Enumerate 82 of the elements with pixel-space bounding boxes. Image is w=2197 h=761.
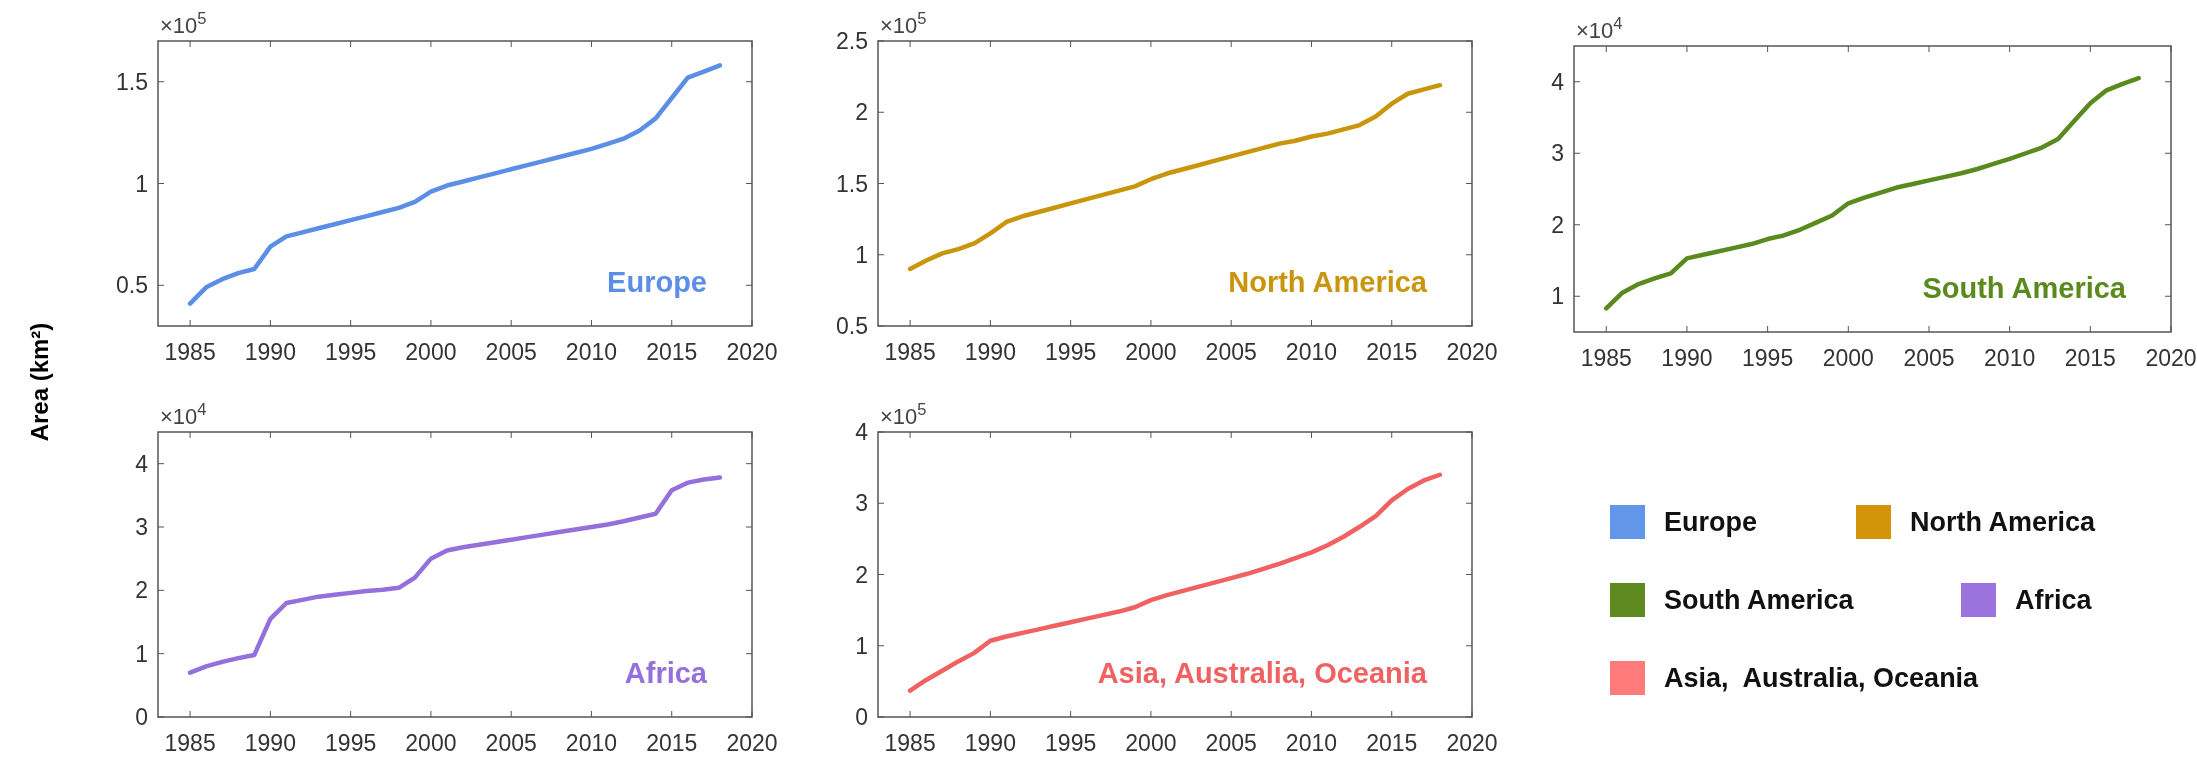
y-tick-label: 0 — [135, 704, 148, 731]
x-tick-label: 1985 — [884, 730, 936, 756]
y-tick-label: 2 — [135, 577, 148, 604]
x-tick-label: 1985 — [164, 730, 216, 756]
x-tick-label: 2005 — [1205, 339, 1257, 365]
x-tick-label: 2005 — [485, 730, 537, 756]
y-tick-label: 1 — [855, 241, 868, 268]
x-tick-label: 1995 — [325, 339, 377, 365]
x-tick-label: 2000 — [1125, 730, 1177, 756]
y-tick-label: 1 — [135, 640, 148, 667]
x-tick-label: 2015 — [646, 730, 698, 756]
line-series — [1604, 75, 2141, 311]
legend-label: Asia, Australia, Oceania — [1664, 663, 1980, 694]
y-tick-label: 1 — [855, 632, 868, 659]
legend-label: Europe — [1664, 507, 1758, 538]
x-tick-label: 1990 — [964, 339, 1016, 365]
x-tick-label: 2020 — [2145, 345, 2197, 371]
text: ×10$^{5}$ — [880, 400, 927, 429]
y-tick-label: 0.5 — [836, 313, 868, 340]
x-tick-label: 1995 — [1742, 345, 1794, 371]
text: ×10$^{4}$ — [1576, 14, 1623, 43]
legend-label: North America — [1910, 507, 2097, 538]
text: ×10$^{5}$ — [880, 9, 927, 38]
x-tick-label: 2020 — [1446, 730, 1498, 756]
y-tick-label: 2.5 — [836, 28, 868, 55]
text: ×10$^{5}$ — [160, 9, 207, 38]
x-tick-label: 2020 — [726, 339, 778, 365]
y-tick-label: 2 — [855, 561, 868, 588]
y-tick-label: 3 — [855, 490, 868, 517]
x-tick-label: 2010 — [1984, 345, 2036, 371]
x-tick-label: 1990 — [244, 339, 296, 365]
x-tick-label: 2010 — [565, 339, 618, 365]
x-tick-label: 2010 — [565, 730, 618, 756]
x-tick-label: 2015 — [2064, 345, 2116, 371]
legend-label: South America — [1664, 585, 1855, 616]
x-tick-label: 1985 — [884, 339, 936, 365]
y-tick-label: 3 — [1551, 140, 1564, 167]
x-tick-label: 1995 — [1045, 730, 1097, 756]
y-tick-label: 2 — [1551, 211, 1564, 238]
line-series — [907, 82, 1443, 272]
x-tick-label: 1995 — [325, 730, 377, 756]
text: Africa — [624, 657, 708, 689]
text: Europe — [607, 266, 707, 298]
x-tick-label: 2005 — [1903, 345, 1955, 371]
x-tick-label: 2005 — [485, 339, 537, 365]
x-tick-label: 1990 — [244, 730, 296, 756]
x-tick-label: 2015 — [1366, 730, 1418, 756]
y-tick-label: 1.5 — [116, 68, 148, 95]
x-tick-label: 2000 — [1822, 345, 1874, 371]
y-tick-label: 1 — [135, 170, 148, 197]
y-axis-title: Area (km²) — [26, 322, 53, 442]
line-series — [907, 472, 1443, 693]
y-tick-label: 1.5 — [836, 170, 868, 197]
x-tick-label: 1985 — [164, 339, 216, 365]
y-tick-label: 0 — [855, 704, 868, 731]
x-tick-label: 1995 — [1045, 339, 1097, 365]
y-tick-label: 0.5 — [116, 272, 148, 299]
x-tick-label: 2015 — [1366, 339, 1418, 365]
x-tick-label: 2010 — [1285, 730, 1338, 756]
line-series — [187, 63, 723, 306]
x-tick-label: 1990 — [1661, 345, 1713, 371]
y-tick-label: 1 — [1551, 283, 1564, 310]
x-tick-label: 1990 — [964, 730, 1016, 756]
y-tick-label: 4 — [855, 419, 869, 446]
x-tick-label: 2005 — [1205, 730, 1257, 756]
x-tick-label: 1985 — [1580, 345, 1632, 371]
text: North America — [1228, 266, 1428, 298]
y-tick-label: 3 — [135, 514, 148, 541]
x-tick-label: 2020 — [726, 730, 778, 756]
y-tick-label: 2 — [855, 99, 868, 126]
series-label: Asia, Australia, Oceania — [1097, 657, 1428, 689]
x-tick-label: 2000 — [405, 339, 457, 365]
x-tick-label: 2010 — [1285, 339, 1338, 365]
text: ×10$^{4}$ — [160, 400, 207, 429]
x-tick-label: 2015 — [646, 339, 698, 365]
x-tick-label: 2020 — [1446, 339, 1498, 365]
legend-label: Africa — [2015, 585, 2093, 616]
y-tick-label: 4 — [1551, 68, 1565, 95]
x-tick-label: 2000 — [1125, 339, 1177, 365]
y-tick-label: 4 — [135, 450, 149, 477]
text: South America — [1922, 272, 2127, 304]
x-tick-label: 2000 — [405, 730, 457, 756]
